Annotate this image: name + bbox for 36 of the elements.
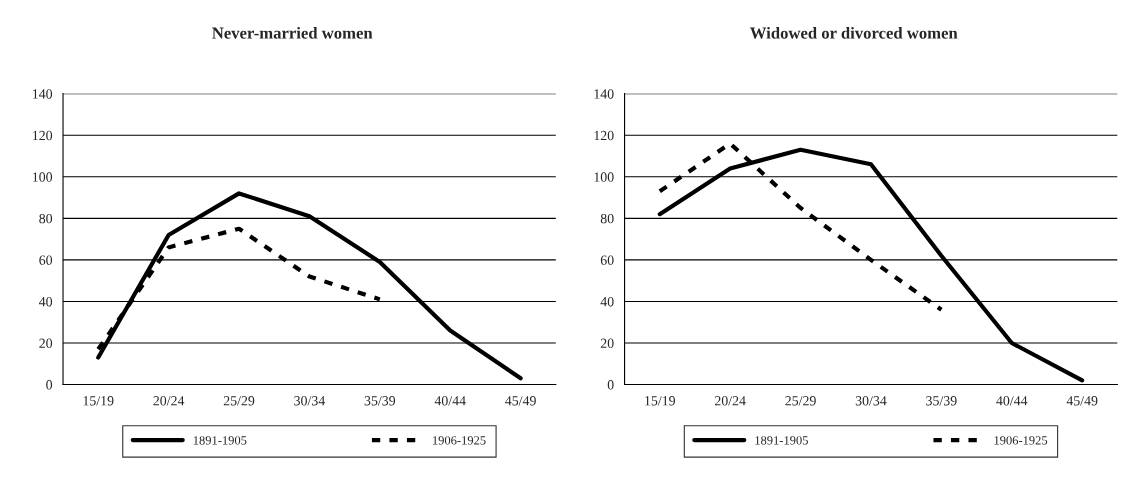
y-tick-label: 40 — [600, 297, 614, 307]
y-tick-label: 80 — [39, 213, 53, 224]
y-tick-label: 80 — [600, 213, 614, 224]
y-tick-label: 0 — [46, 380, 53, 390]
legend-label: 1906-1925 — [433, 436, 486, 445]
y-tick-label: 100 — [33, 172, 53, 182]
chart-title: Widowed or divorced women — [750, 26, 958, 39]
y-tick-label: 20 — [39, 338, 53, 348]
x-tick-label: 40/44 — [996, 396, 1028, 406]
chart-title: Never-married women — [212, 26, 373, 39]
x-tick-label: 15/19 — [645, 396, 676, 406]
y-tick-label: 60 — [600, 255, 614, 265]
x-tick-label: 45/49 — [505, 396, 536, 406]
x-tick-label: 15/19 — [83, 396, 114, 406]
y-tick-label: 40 — [39, 297, 53, 307]
y-tick-label: 20 — [600, 338, 614, 348]
x-tick-label: 30/34 — [855, 396, 887, 406]
y-tick-label: 140 — [594, 89, 614, 99]
x-tick-label: 35/39 — [926, 396, 957, 406]
x-tick-label: 25/29 — [223, 396, 255, 406]
legend-label: 1906-1925 — [994, 436, 1048, 445]
legend-label: 1891-1905 — [193, 436, 247, 445]
y-tick-label: 0 — [607, 380, 614, 390]
x-tick-label: 45/49 — [1066, 396, 1098, 406]
y-tick-label: 120 — [594, 130, 614, 141]
x-tick-label: 25/29 — [785, 396, 816, 406]
x-tick-label: 20/24 — [714, 396, 746, 406]
y-tick-label: 100 — [594, 172, 614, 182]
x-tick-label: 20/24 — [153, 396, 185, 406]
legend-label: 1891-1905 — [755, 436, 808, 445]
x-tick-label: 30/34 — [294, 396, 326, 406]
x-tick-label: 35/39 — [364, 396, 396, 406]
y-tick-label: 120 — [33, 130, 53, 141]
y-tick-label: 60 — [39, 255, 53, 265]
x-tick-label: 40/44 — [434, 396, 466, 406]
y-tick-label: 140 — [33, 89, 53, 99]
